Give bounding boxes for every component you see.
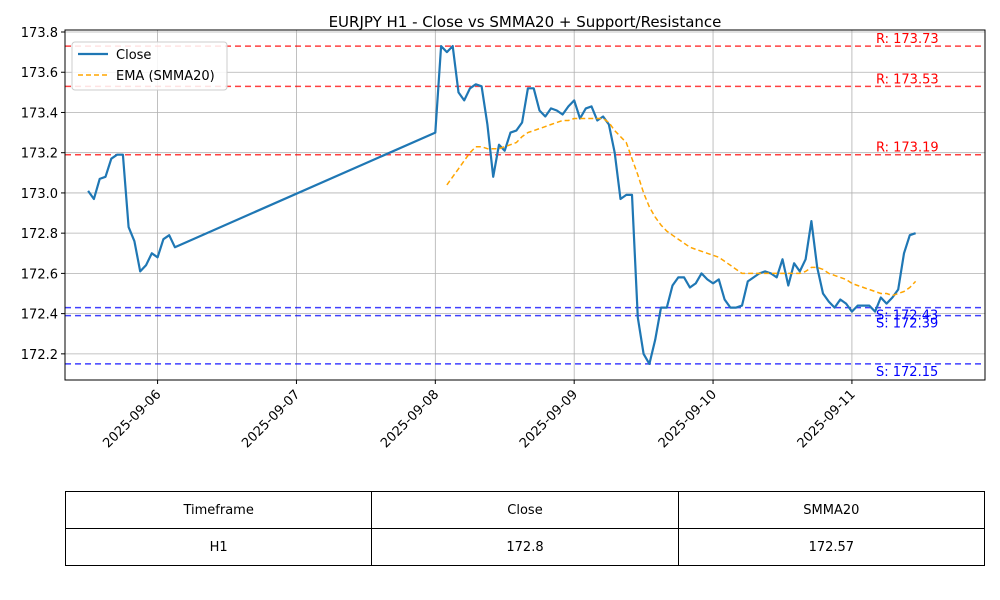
legend-close-label: Close [116, 48, 151, 63]
resistance-level-label: R: 173.53 [876, 72, 939, 87]
table-row: H1 172.8 172.57 [64, 528, 986, 566]
y-tick-label: 172.4 [21, 308, 58, 323]
x-tick-label: 2025-09-09 [517, 387, 581, 451]
y-tick-label: 173.4 [21, 106, 58, 121]
table-cell-smma20: 172.57 [677, 528, 986, 566]
table-cell-close: 172.8 [371, 528, 679, 566]
x-axis: 2025-09-06 2025-09-07 2025-09-08 2025-09-09… [100, 380, 859, 451]
x-tick-label: 2025-09-10 [656, 387, 720, 451]
x-tick-label: 2025-09-08 [378, 387, 442, 451]
table-header-smma20: SMMA20 [677, 491, 986, 529]
smma20-series-line [446, 117, 917, 297]
level-lines: R: 173.73R: 173.53R: 173.19S: 172.43S: 1… [65, 32, 985, 380]
legend: Close EMA (SMMA20) [71, 41, 228, 91]
legend-box [71, 41, 228, 91]
grid-lines [65, 30, 985, 380]
summary-table: Timeframe Close SMMA20 H1 172.8 172.57 [64, 491, 986, 566]
close-series-line [87, 44, 916, 365]
table-header-timeframe: Timeframe [64, 491, 373, 529]
y-tick-label: 173.2 [21, 147, 58, 162]
resistance-level-label: R: 173.19 [876, 141, 939, 156]
y-tick-label: 172.8 [21, 227, 58, 242]
y-tick-label: 173.0 [21, 187, 58, 202]
plot-frame [64, 29, 986, 381]
legend-smma-label: EMA (SMMA20) [116, 69, 215, 84]
x-tick-label: 2025-09-06 [100, 387, 164, 451]
y-tick-label: 173.8 [21, 26, 58, 41]
table-cell-timeframe: H1 [64, 528, 373, 566]
table-header-close: Close [371, 491, 679, 529]
resistance-level-label: R: 173.73 [876, 32, 939, 47]
y-tick-label: 172.2 [21, 348, 58, 363]
support-level-label: S: 172.39 [876, 317, 938, 332]
y-axis: 172.2 172.4 172.6 172.8 173.0 173.2 173.4 173.6… [21, 26, 65, 363]
x-tick-label: 2025-09-11 [795, 387, 859, 451]
support-level-label: S: 172.15 [876, 365, 938, 380]
y-tick-label: 172.6 [21, 267, 58, 282]
x-tick-label: 2025-09-07 [239, 387, 303, 451]
y-tick-label: 173.6 [21, 66, 58, 81]
chart-title: EURJPY H1 - Close vs SMMA20 + Support/Re… [329, 13, 722, 31]
table-header-row: Timeframe Close SMMA20 [64, 491, 986, 529]
series-lines [87, 44, 917, 365]
